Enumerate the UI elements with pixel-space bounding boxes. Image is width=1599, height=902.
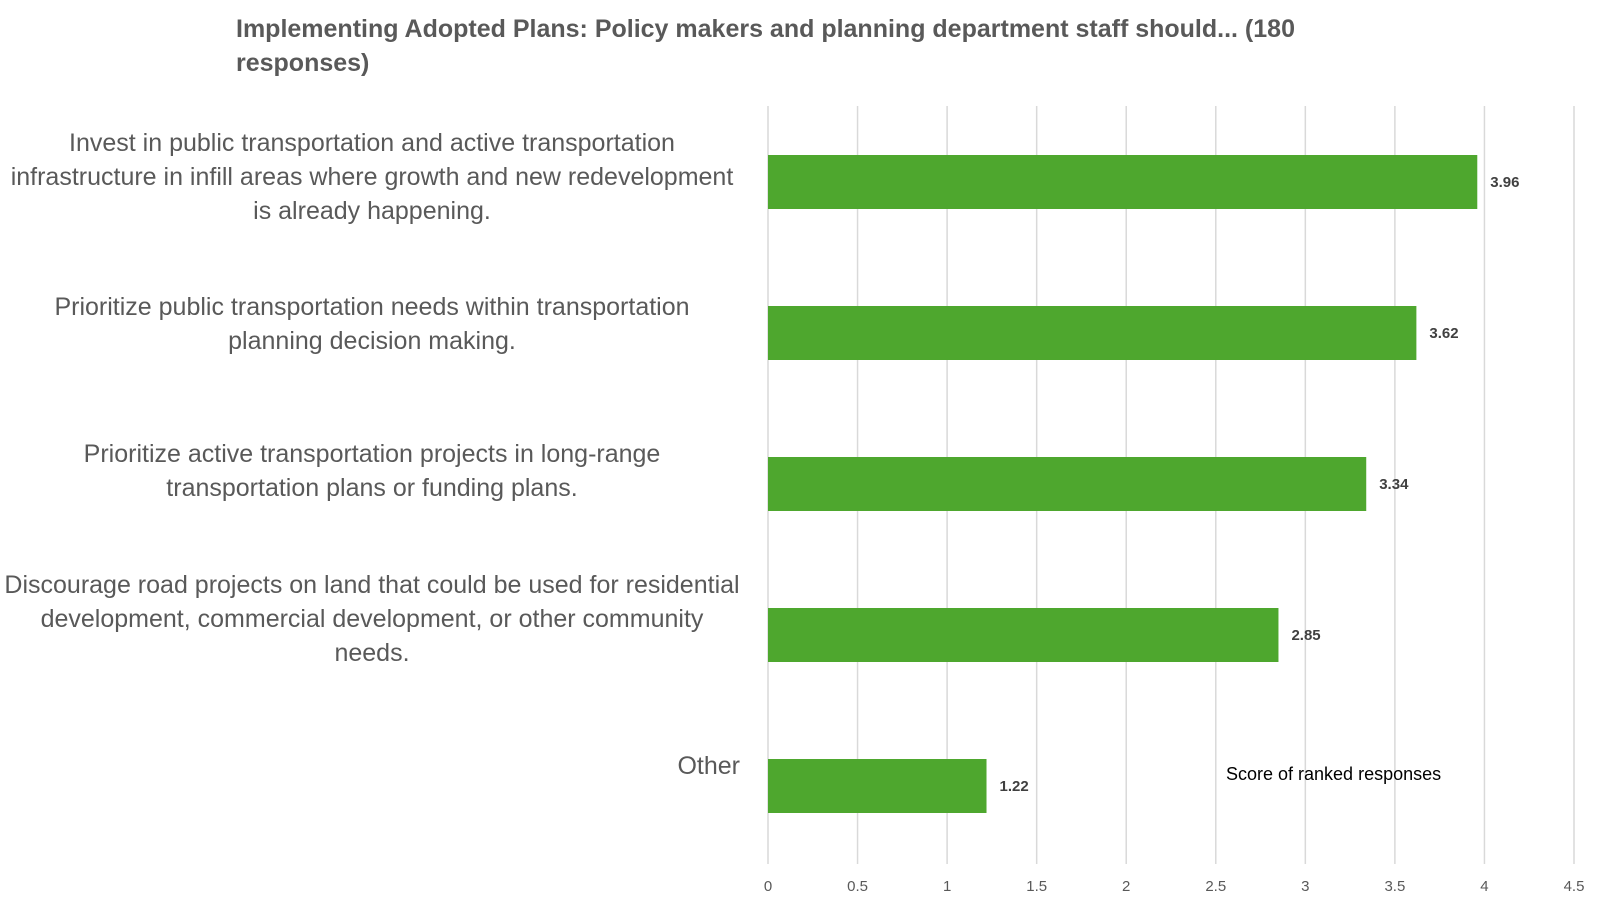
x-tick-label: 2.5 — [1205, 878, 1226, 895]
series-legend-label: Score of ranked responses — [1226, 764, 1441, 784]
x-tick-label: 3.5 — [1384, 878, 1405, 895]
category-label-invest-infill: Invest in public transportation and acti… — [10, 129, 734, 225]
x-tick-label: 4.5 — [1564, 878, 1585, 895]
data-label-4: 2.85 — [1291, 627, 1320, 644]
bar-1 — [768, 155, 1478, 209]
x-tick-label: 1 — [943, 878, 951, 895]
category-label-prioritize-active-transportation: Prioritize active transportation project… — [83, 440, 661, 502]
bar-4 — [768, 608, 1279, 662]
data-label-2: 3.62 — [1429, 325, 1458, 342]
category-label-prioritize-public-transportation: Prioritize public transportation needs w… — [54, 293, 690, 355]
bar-5 — [768, 759, 987, 813]
data-label-3: 3.34 — [1379, 476, 1409, 493]
x-tick-label: 3 — [1301, 878, 1309, 895]
category-label-other: Other — [677, 752, 740, 780]
x-tick-label: 4 — [1480, 878, 1488, 895]
bar-3 — [768, 457, 1367, 511]
x-tick-label: 0.5 — [847, 878, 868, 895]
category-label-discourage-road-projects: Discourage road projects on land that co… — [4, 571, 740, 667]
data-label-5: 1.22 — [1000, 778, 1029, 795]
bar-2 — [768, 306, 1417, 360]
data-label-1: 3.96 — [1490, 174, 1519, 191]
x-tick-label: 2 — [1122, 878, 1130, 895]
x-tick-label: 1.5 — [1026, 878, 1047, 895]
chart-title: Implementing Adopted Plans: Policy maker… — [236, 15, 1295, 77]
x-tick-label: 0 — [764, 878, 772, 895]
